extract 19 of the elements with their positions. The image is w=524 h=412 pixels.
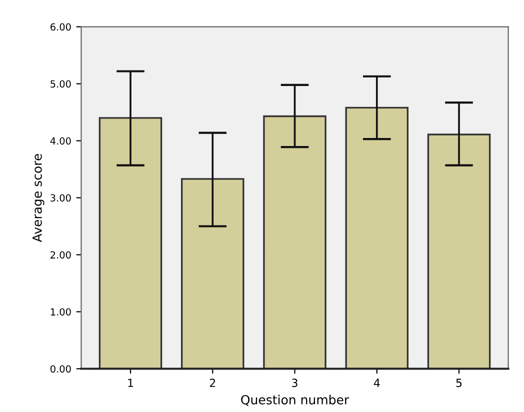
x-tick-label: 4 <box>374 378 380 387</box>
y-tick-label: 5.00 <box>50 80 71 88</box>
y-tick-label: 0.00 <box>50 365 71 373</box>
bar <box>98 117 162 369</box>
x-tick-label: 3 <box>292 378 298 388</box>
y-axis-title: Average score <box>32 154 44 242</box>
y-tick-label: 1.00 <box>50 308 71 316</box>
y-tick-label: 6.00 <box>50 23 71 31</box>
x-axis-title: Question number <box>241 394 350 406</box>
x-tick-label: 2 <box>210 378 216 387</box>
x-tick-label: 5 <box>456 378 462 388</box>
bar <box>427 134 491 369</box>
y-tick-label: 2.00 <box>50 251 71 259</box>
x-tick-label: 1 <box>128 378 134 387</box>
bar <box>345 106 409 369</box>
bar <box>180 178 244 369</box>
y-tick-label: 4.00 <box>50 137 71 145</box>
y-tick-label: 3.00 <box>50 194 71 202</box>
bar <box>263 115 326 369</box>
